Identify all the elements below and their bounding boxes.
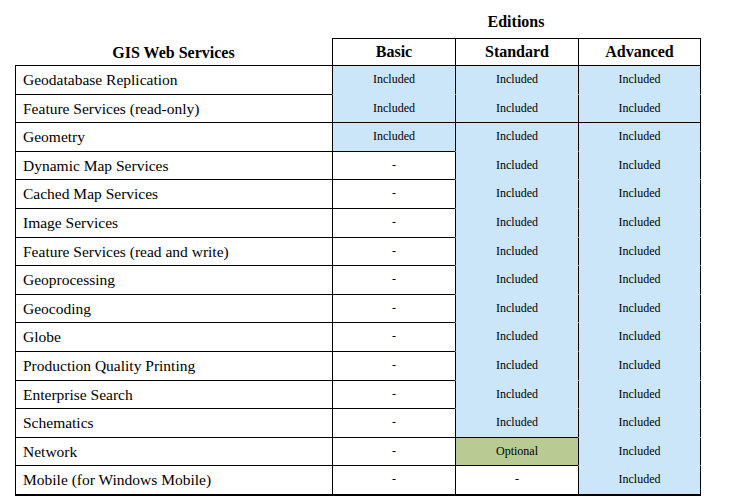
advanced-value-cell: Included bbox=[578, 466, 701, 496]
service-name-cell: Dynamic Map Services bbox=[15, 152, 332, 181]
standard-value-cell: Included bbox=[455, 123, 578, 152]
table-row: Dynamic Map Services - Included Included bbox=[15, 152, 701, 181]
service-name-cell: Geocoding bbox=[15, 295, 332, 324]
table-row: Geometry Included Included Included bbox=[15, 123, 701, 152]
service-name-cell: Geodatabase Replication bbox=[15, 66, 332, 95]
advanced-value-cell: Included bbox=[578, 66, 701, 95]
standard-value-cell: Included bbox=[455, 352, 578, 381]
standard-value-cell: Included bbox=[455, 266, 578, 295]
editions-comparison-table: Editions GIS Web Services Basic Standard… bbox=[0, 0, 735, 504]
service-name-cell: Cached Map Services bbox=[15, 180, 332, 209]
advanced-value-cell: Included bbox=[578, 352, 701, 381]
standard-value-cell: Included bbox=[455, 180, 578, 209]
standard-value-cell: Included bbox=[455, 323, 578, 352]
editions-group-title: Editions bbox=[332, 10, 700, 34]
basic-value-cell: - bbox=[332, 209, 455, 238]
standard-value-cell: Included bbox=[455, 295, 578, 324]
table-row: Geocoding - Included Included bbox=[15, 295, 701, 324]
basic-value-cell: - bbox=[332, 381, 455, 410]
standard-value-cell: Included bbox=[455, 152, 578, 181]
table-row: Image Services - Included Included bbox=[15, 209, 701, 238]
standard-value-cell: - bbox=[455, 466, 578, 496]
table-row: Network - Optional Included bbox=[15, 438, 701, 467]
table-row: Production Quality Printing - Included I… bbox=[15, 352, 701, 381]
table-row: Cached Map Services - Included Included bbox=[15, 180, 701, 209]
basic-value-cell: - bbox=[332, 266, 455, 295]
column-header-advanced: Advanced bbox=[578, 38, 701, 65]
standard-value-cell: Included bbox=[455, 95, 578, 124]
standard-value-cell: Included bbox=[455, 381, 578, 410]
basic-value-cell: - bbox=[332, 352, 455, 381]
basic-value-cell: - bbox=[332, 180, 455, 209]
standard-value-cell: Included bbox=[455, 66, 578, 95]
advanced-value-cell: Included bbox=[578, 180, 701, 209]
service-name-cell: Enterprise Search bbox=[15, 381, 332, 410]
standard-value-cell: Included bbox=[455, 409, 578, 438]
service-name-cell: Feature Services (read and write) bbox=[15, 238, 332, 267]
column-header-standard: Standard bbox=[455, 38, 578, 65]
basic-value-cell: - bbox=[332, 438, 455, 467]
advanced-value-cell: Included bbox=[578, 438, 701, 467]
advanced-value-cell: Included bbox=[578, 409, 701, 438]
advanced-value-cell: Included bbox=[578, 323, 701, 352]
table-row: Enterprise Search - Included Included bbox=[15, 381, 701, 410]
standard-value-cell: Included bbox=[455, 238, 578, 267]
basic-value-cell: - bbox=[332, 466, 455, 496]
table-row: Geoprocessing - Included Included bbox=[15, 266, 701, 295]
service-name-cell: Schematics bbox=[15, 409, 332, 438]
service-name-cell: Geoprocessing bbox=[15, 266, 332, 295]
table-row: Geodatabase Replication Included Include… bbox=[15, 66, 701, 95]
table-row: Feature Services (read and write) - Incl… bbox=[15, 238, 701, 267]
basic-value-cell: - bbox=[332, 295, 455, 324]
table-row: Schematics - Included Included bbox=[15, 409, 701, 438]
table-row: Mobile (for Windows Mobile) - - Included bbox=[15, 466, 701, 495]
service-name-cell: Feature Services (read-only) bbox=[15, 95, 332, 124]
basic-value-cell: Included bbox=[332, 66, 455, 95]
advanced-value-cell: Included bbox=[578, 152, 701, 181]
standard-value-cell: Included bbox=[455, 209, 578, 238]
advanced-value-cell: Included bbox=[578, 95, 701, 124]
table-row: Feature Services (read-only) Included In… bbox=[15, 95, 701, 124]
edition-column-headers: Basic Standard Advanced bbox=[332, 38, 701, 65]
standard-value-cell: Optional bbox=[455, 438, 578, 467]
service-name-cell: Geometry bbox=[15, 123, 332, 152]
advanced-value-cell: Included bbox=[578, 295, 701, 324]
basic-value-cell: - bbox=[332, 152, 455, 181]
column-header-basic: Basic bbox=[332, 38, 455, 65]
advanced-value-cell: Included bbox=[578, 266, 701, 295]
basic-value-cell: Included bbox=[332, 95, 455, 124]
table-row: Globe - Included Included bbox=[15, 323, 701, 352]
basic-value-cell: - bbox=[332, 238, 455, 267]
service-name-cell: Network bbox=[15, 438, 332, 467]
basic-value-cell: Included bbox=[332, 123, 455, 152]
advanced-value-cell: Included bbox=[578, 381, 701, 410]
advanced-value-cell: Included bbox=[578, 123, 701, 152]
services-column-header: GIS Web Services bbox=[15, 40, 332, 65]
advanced-value-cell: Included bbox=[578, 209, 701, 238]
service-name-cell: Production Quality Printing bbox=[15, 352, 332, 381]
advanced-value-cell: Included bbox=[578, 238, 701, 267]
service-name-cell: Globe bbox=[15, 323, 332, 352]
basic-value-cell: - bbox=[332, 409, 455, 438]
service-name-cell: Image Services bbox=[15, 209, 332, 238]
service-name-cell: Mobile (for Windows Mobile) bbox=[15, 466, 332, 496]
basic-value-cell: - bbox=[332, 323, 455, 352]
table-body: Geodatabase Replication Included Include… bbox=[15, 65, 701, 495]
